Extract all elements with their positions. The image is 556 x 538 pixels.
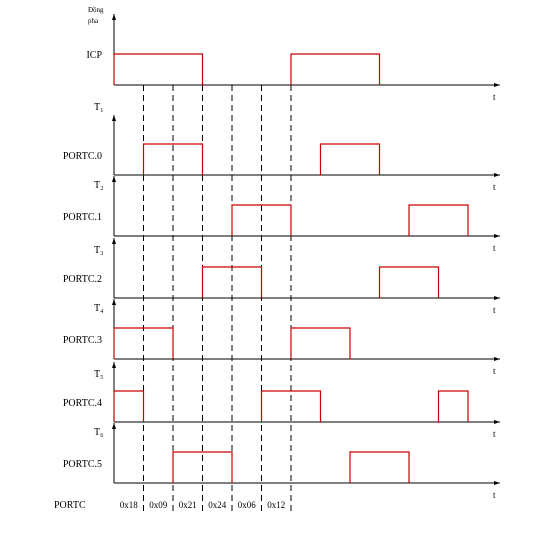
- pulse-portc2-1: [201, 266, 263, 298]
- y-axis-arrow-portc4: [112, 362, 116, 368]
- track-icp: t ICP: [86, 14, 500, 102]
- pulse-portc3-1: [113, 327, 174, 359]
- axis-t-label-icp: t: [493, 92, 496, 102]
- pulse-portc4-3: [437, 390, 469, 422]
- hex-value-6: 0x12: [267, 500, 285, 510]
- track-portc5: t PORTC.5 T₆: [63, 423, 500, 500]
- axis-t-label-portc3: t: [493, 366, 496, 376]
- period-label-portc0: T₁: [94, 102, 104, 113]
- pulse-portc2-2: [378, 266, 440, 298]
- pulse-portc4-1: [113, 390, 145, 422]
- track-portc0: t PORTC.0 T₁: [63, 102, 500, 192]
- axis-t-label-portc5: t: [493, 490, 496, 500]
- hex-value-1: 0x18: [120, 500, 139, 510]
- pulse-portc0-1: [142, 143, 204, 175]
- y-axis-arrow-portc5: [112, 423, 116, 429]
- pulse-portc4-2: [260, 390, 322, 422]
- x-axis-arrow-portc1: [494, 234, 500, 238]
- pulse-icp-2: [290, 53, 381, 85]
- period-label-portc1: T₂: [94, 180, 104, 191]
- y-axis-arrow-portc0: [112, 115, 116, 121]
- x-axis-arrow-portc2: [494, 296, 500, 300]
- y-axis-arrow-icp: [112, 14, 116, 20]
- x-axis-arrow-icp: [494, 83, 500, 87]
- pulse-portc1-2: [408, 204, 469, 236]
- pulse-portc1-1: [231, 204, 292, 236]
- signal-label-icp: ICP: [86, 50, 102, 61]
- portc-row-label: PORTC: [54, 500, 86, 511]
- hex-value-4: 0x24: [208, 500, 227, 510]
- signal-label-portc0: PORTC.0: [63, 151, 102, 162]
- signal-label-portc4: PORTC.4: [63, 398, 102, 409]
- pulse-portc3-2: [290, 327, 351, 359]
- pulse-portc0-2: [319, 143, 381, 175]
- x-axis-arrow-portc5: [494, 481, 500, 485]
- period-label-portc4: T₅: [94, 369, 104, 380]
- period-label-portc2: T₃: [94, 245, 104, 256]
- hex-value-3: 0x21: [179, 500, 197, 510]
- track-portc4: t PORTC.4 T₅: [63, 362, 500, 439]
- axis-t-label-portc1: t: [493, 243, 496, 253]
- track-portc2: t PORTC.2 T₃: [63, 238, 500, 315]
- pulse-portc5-1: [172, 451, 233, 483]
- title-line-1: Đồng: [88, 6, 104, 14]
- portc-value-row: PORTC 0x18 0x09 0x21 0x24 0x06 0x12: [54, 500, 285, 511]
- period-label-portc5: T₆: [94, 427, 104, 438]
- signal-label-portc5: PORTC.5: [63, 459, 102, 470]
- y-axis-arrow-portc2: [112, 238, 116, 244]
- y-axis-arrow-portc1: [112, 176, 116, 182]
- period-label-portc3: T₄: [94, 303, 104, 314]
- axis-t-label-portc2: t: [493, 305, 496, 315]
- x-axis-arrow-portc0: [494, 173, 500, 177]
- axis-t-label-portc4: t: [493, 429, 496, 439]
- signal-label-portc2: PORTC.2: [63, 274, 102, 285]
- track-portc1: t PORTC.1 T₂: [63, 176, 500, 253]
- x-axis-arrow-portc4: [494, 420, 500, 424]
- signal-tracks: t ICP t PORTC.0 T₁ t PORTC.1 T₂ t PORTC.2 T₃ t PORTC…: [63, 14, 500, 500]
- hex-value-2: 0x09: [149, 500, 168, 510]
- hex-value-5: 0x06: [238, 500, 257, 510]
- pulse-portc5-2: [349, 451, 410, 483]
- x-axis-arrow-portc3: [494, 357, 500, 361]
- y-axis-arrow-portc3: [112, 299, 116, 305]
- track-portc3: t PORTC.3 T₄: [63, 299, 500, 376]
- axis-t-label-portc0: t: [493, 182, 496, 192]
- signal-label-portc1: PORTC.1: [63, 212, 102, 223]
- title-line-2: pha: [88, 17, 99, 25]
- signal-label-portc3: PORTC.3: [63, 335, 102, 346]
- pulse-icp-1: [113, 53, 204, 85]
